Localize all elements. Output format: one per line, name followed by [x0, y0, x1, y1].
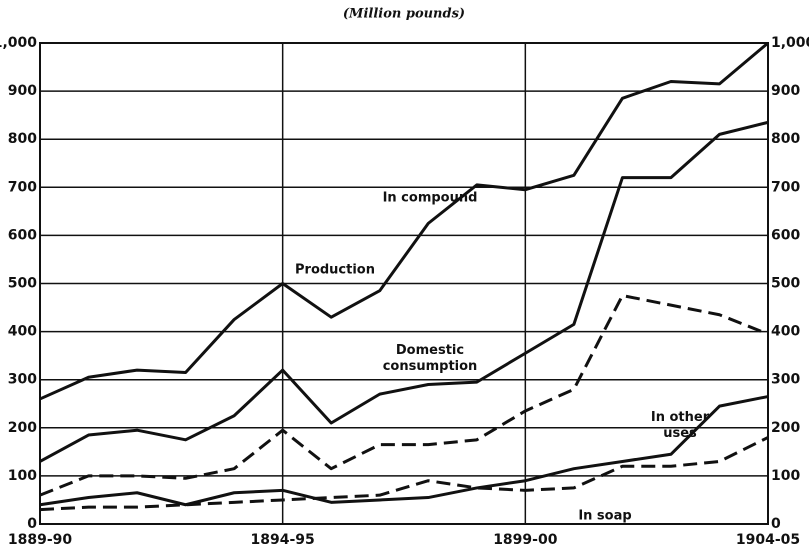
y-tick-label-right: 100 [771, 468, 800, 484]
series-label: Production [295, 263, 375, 278]
y-tick-label: 300 [8, 372, 37, 388]
y-tick-label-right: 800 [771, 131, 800, 147]
y-tick-label: 400 [8, 324, 37, 340]
series-line [39, 395, 769, 507]
plot-frame [39, 42, 769, 525]
y-tick-label-right: 1,000 [771, 35, 809, 51]
chart-title: (Million pounds) [343, 7, 465, 22]
y-tick-label: 1,000 [0, 35, 37, 51]
y-tick-label-right: 900 [771, 83, 800, 99]
y-tick-label-right: 400 [771, 324, 800, 340]
series-line [39, 436, 769, 512]
series-label: In other uses [651, 410, 710, 441]
y-tick-label: 100 [8, 468, 37, 484]
y-tick-label-right: 600 [771, 227, 800, 243]
y-tick-label-right: 700 [771, 179, 800, 195]
y-tick-label-right: 200 [771, 420, 800, 436]
y-tick-label: 500 [8, 276, 37, 292]
x-tick-label: 1889-90 [8, 532, 73, 548]
y-tick-label: 800 [8, 131, 37, 147]
x-tick-label: 1904-05 [736, 532, 800, 548]
series-label: In soap [578, 509, 631, 524]
y-tick-label: 200 [8, 420, 37, 436]
y-tick-label-right: 300 [771, 372, 800, 388]
y-tick-label-right: 500 [771, 276, 800, 292]
series-line [39, 294, 769, 497]
x-tick-label: 1894-95 [251, 532, 315, 548]
y-tick-label: 0 [27, 516, 37, 532]
series-label: Domestic consumption [383, 343, 478, 374]
x-tick-label: 1899-00 [493, 532, 558, 548]
y-tick-label-right: 0 [771, 516, 781, 532]
series-line [39, 41, 769, 401]
y-tick-label: 900 [8, 83, 37, 99]
series-line [39, 120, 769, 463]
series-label: In compound [383, 191, 478, 206]
y-tick-label: 600 [8, 227, 37, 243]
y-tick-label: 700 [8, 179, 37, 195]
